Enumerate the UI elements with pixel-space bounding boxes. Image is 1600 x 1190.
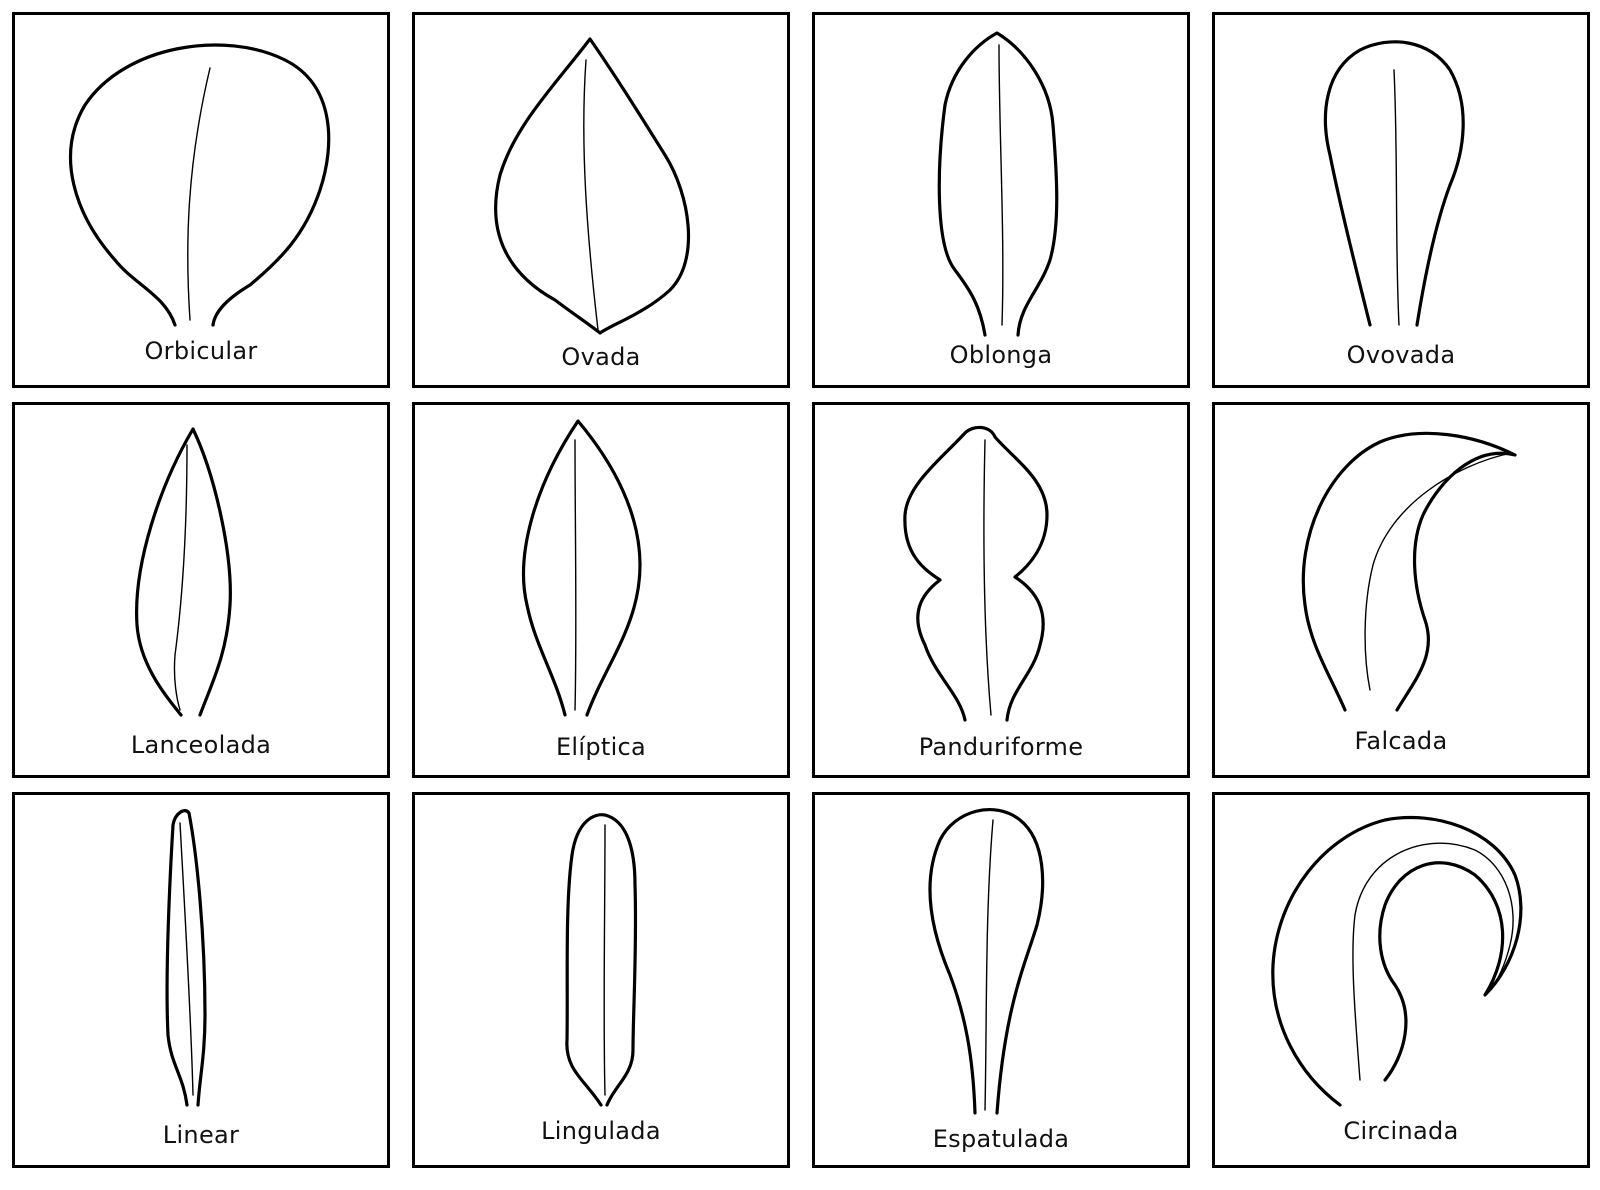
orbicular-leaf-icon: [69, 43, 331, 327]
shape-label-ovovada: Ovovada: [1346, 341, 1456, 369]
card-ovada: Ovada: [412, 12, 790, 388]
lingulada-leaf-icon: [565, 813, 638, 1107]
card-falcada: Falcada: [1212, 402, 1590, 778]
shape-label-ovada: Ovada: [561, 343, 641, 371]
shape-label-lingulada: Lingulada: [541, 1117, 661, 1145]
shape-label-espatulada: Espatulada: [932, 1125, 1070, 1153]
shape-label-circinada: Circinada: [1343, 1117, 1459, 1145]
lanceolada-leaf-icon: [135, 427, 232, 717]
shape-label-linear: Linear: [162, 1121, 240, 1149]
oblonga-leaf-icon: [937, 31, 1059, 337]
shape-label-lanceolada: Lanceolada: [130, 731, 272, 759]
shape-label-falcada: Falcada: [1354, 727, 1448, 755]
card-lanceolada: Lanceolada: [12, 402, 390, 778]
shape-label-panduriforme: Panduriforme: [918, 733, 1084, 761]
card-circinada: Circinada: [1212, 792, 1590, 1168]
shape-label-orbicular: Orbicular: [144, 337, 258, 365]
card-eliptica: Elíptica: [412, 402, 790, 778]
shape-label-eliptica: Elíptica: [555, 733, 647, 761]
card-orbicular: Orbicular: [12, 12, 390, 388]
ovada-leaf-icon: [494, 37, 691, 335]
falcada-leaf-icon: [1301, 431, 1517, 712]
ovovada-leaf-icon: [1323, 40, 1465, 327]
card-lingulada: Lingulada: [412, 792, 790, 1168]
linear-leaf-icon: [165, 809, 207, 1107]
circinada-leaf-icon: [1271, 815, 1523, 1107]
card-linear: Linear: [12, 792, 390, 1168]
eliptica-leaf-icon: [521, 419, 642, 717]
card-espatulada: Espatulada: [812, 792, 1190, 1168]
espatulada-leaf-icon: [928, 808, 1045, 1115]
card-panduriforme: Panduriforme: [812, 402, 1190, 778]
card-oblonga: Oblonga: [812, 12, 1190, 388]
panduriforme-leaf-icon: [903, 425, 1049, 722]
card-ovovada: Ovovada: [1212, 12, 1590, 388]
shape-label-oblonga: Oblonga: [949, 341, 1053, 369]
